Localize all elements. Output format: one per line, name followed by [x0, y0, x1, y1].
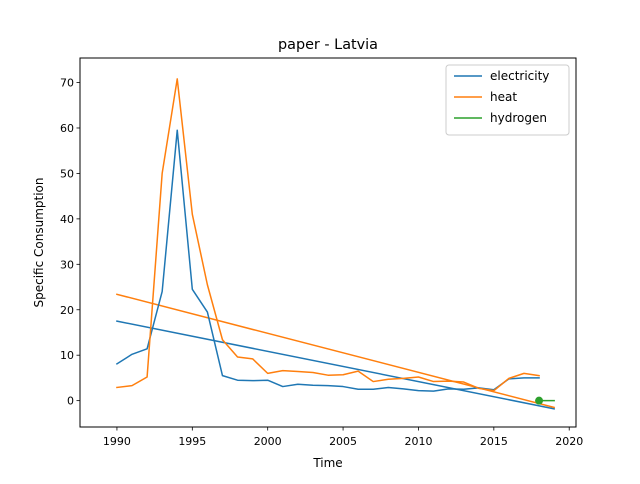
legend-label-electricity: electricity [490, 69, 549, 83]
y-tick-label: 0 [67, 395, 74, 408]
legend-label-hydrogen: hydrogen [490, 111, 547, 125]
plot-frame [79, 57, 577, 428]
legend-label-heat: heat [490, 90, 517, 104]
x-tick-label: 2015 [480, 435, 508, 448]
legend: electricity heat hydrogen [445, 64, 570, 136]
y-tick-label: 60 [60, 122, 74, 135]
trendline-electricity [116, 320, 556, 410]
x-tick-label: 1990 [103, 435, 131, 448]
plot-lines [115, 78, 556, 410]
series-point-hydrogen [535, 396, 544, 405]
y-tick-label: 50 [60, 167, 74, 180]
y-tick-label: 40 [60, 213, 74, 226]
y-axis: 0 10 20 30 40 50 60 70 [60, 77, 80, 408]
x-tick-label: 2010 [404, 435, 432, 448]
chart-title: paper - Latvia [278, 37, 378, 53]
y-axis-label: Specific Consumption [32, 178, 46, 308]
x-tick-label: 2020 [555, 435, 583, 448]
x-tick-label: 1995 [178, 435, 206, 448]
x-tick-label: 2005 [329, 435, 357, 448]
series-line-heat [116, 78, 540, 392]
x-axis-label: Time [312, 456, 342, 470]
y-tick-label: 10 [60, 349, 74, 362]
y-tick-label: 30 [60, 258, 74, 271]
series-line-electricity [115, 129, 540, 392]
y-tick-label: 70 [60, 77, 74, 90]
x-axis: 1990 1995 2000 2005 2010 2015 2020 [103, 427, 583, 448]
y-tick-label: 20 [60, 304, 74, 317]
x-tick-label: 2000 [254, 435, 282, 448]
